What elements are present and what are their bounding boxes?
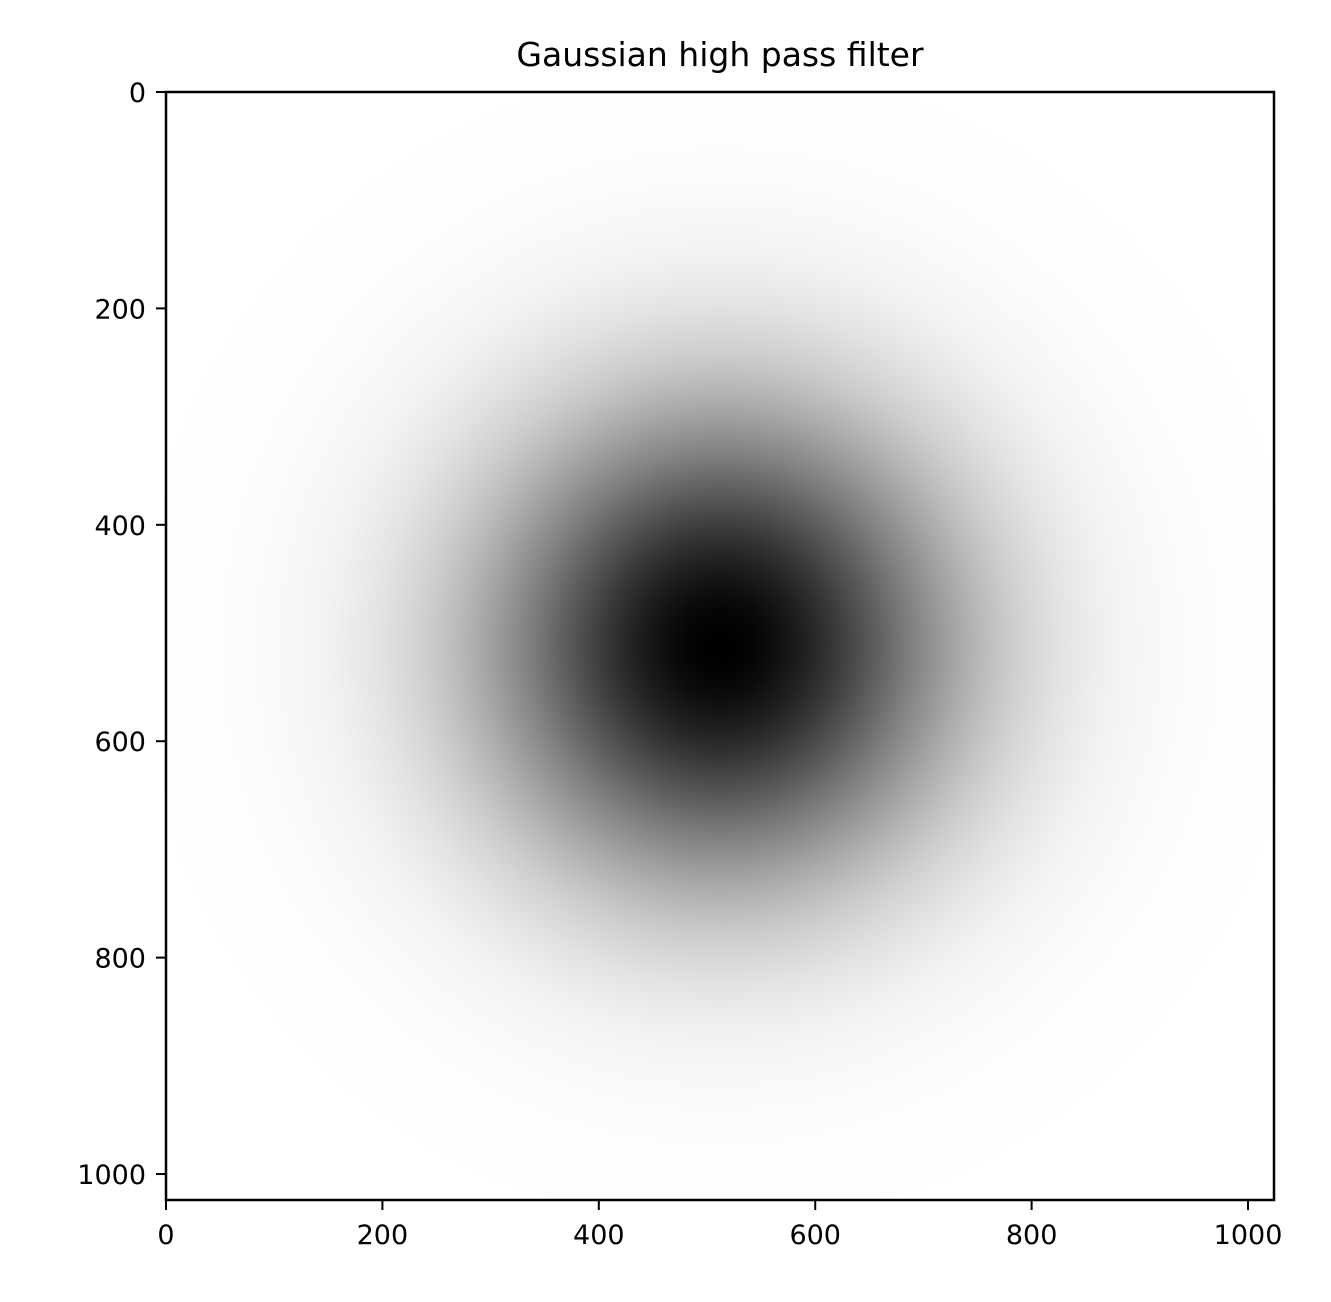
x-tick-label: 600 xyxy=(789,1220,841,1251)
x-axis: 0 200 400 600 800 1000 xyxy=(157,1200,1282,1251)
x-tick-label: 0 xyxy=(157,1220,174,1251)
x-tick-label: 1000 xyxy=(1214,1220,1283,1251)
x-tick-label: 400 xyxy=(573,1220,625,1251)
y-tick-label: 600 xyxy=(94,727,146,758)
y-tick-label: 200 xyxy=(94,294,146,325)
plot-frame xyxy=(164,90,1276,1202)
y-tick-label: 400 xyxy=(94,511,146,542)
y-tick-label: 0 xyxy=(129,78,146,109)
y-tick-label: 800 xyxy=(94,944,146,975)
y-tick-label: 1000 xyxy=(77,1160,146,1191)
plot-area xyxy=(164,90,1276,1202)
chart-title: Gaussian high pass filter xyxy=(516,35,924,74)
y-axis: 0 200 400 600 800 1000 xyxy=(77,78,166,1191)
x-tick-label: 800 xyxy=(1006,1220,1058,1251)
x-tick-label: 200 xyxy=(357,1220,409,1251)
filter-image xyxy=(166,92,1274,1200)
